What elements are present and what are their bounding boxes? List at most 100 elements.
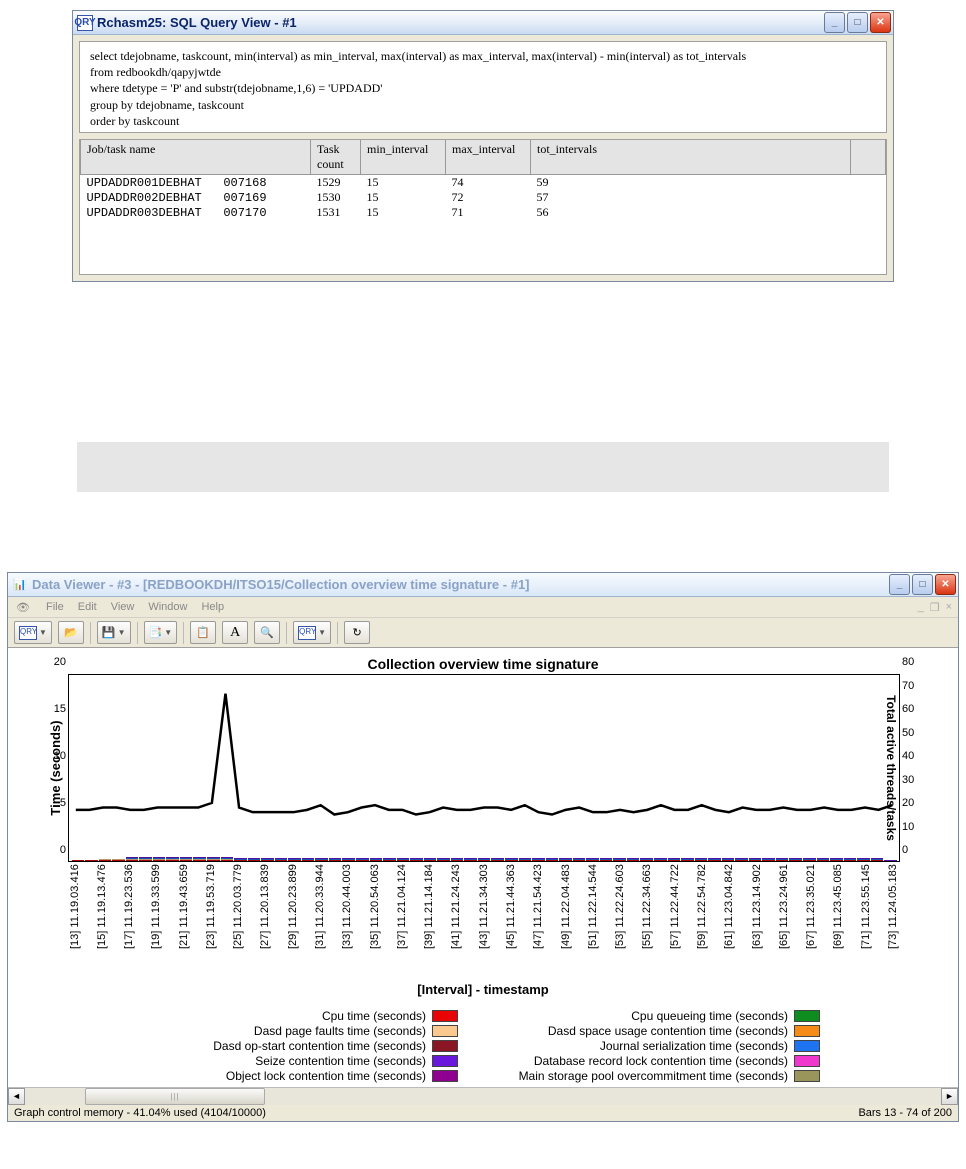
titlebar[interactable]: QRY Rchasm25: SQL Query View - #1 _ □ ✕ xyxy=(73,11,893,35)
child-close-icon[interactable]: × xyxy=(946,601,952,614)
scroll-thumb[interactable]: ||| xyxy=(85,1088,265,1105)
column-header[interactable]: min_interval xyxy=(361,140,446,175)
child-restore-icon[interactable]: ❐ xyxy=(930,601,940,614)
titlebar[interactable]: 📊 Data Viewer - #3 - [REDBOOKDH/ITSO15/C… xyxy=(8,573,958,597)
bar[interactable] xyxy=(546,858,559,861)
bar[interactable] xyxy=(126,857,139,861)
bar[interactable] xyxy=(519,858,532,861)
bar[interactable] xyxy=(451,858,464,861)
bar[interactable] xyxy=(437,858,450,861)
bar[interactable] xyxy=(789,858,802,861)
sql-button[interactable]: QRY▼ xyxy=(293,621,331,644)
bar[interactable] xyxy=(613,858,626,861)
bar[interactable] xyxy=(640,858,653,861)
bar[interactable] xyxy=(857,858,870,861)
bar[interactable] xyxy=(478,858,491,861)
column-header[interactable]: Task count xyxy=(311,140,361,175)
bar[interactable] xyxy=(383,858,396,861)
bar[interactable] xyxy=(180,857,193,861)
menu-window[interactable]: Window xyxy=(148,601,187,613)
bar[interactable] xyxy=(464,858,477,861)
bar[interactable] xyxy=(871,858,884,861)
save-button[interactable]: 💾▼ xyxy=(97,621,131,644)
bar[interactable] xyxy=(708,858,721,861)
bar[interactable] xyxy=(207,857,220,861)
bar[interactable] xyxy=(261,858,274,861)
bar[interactable] xyxy=(112,859,125,861)
bar[interactable] xyxy=(342,858,355,861)
copy-button[interactable]: 📋 xyxy=(190,621,216,644)
h-scrollbar[interactable]: ◄ ||| ► xyxy=(8,1087,958,1104)
scroll-left-button[interactable]: ◄ xyxy=(8,1088,25,1105)
bar[interactable] xyxy=(681,858,694,861)
bar[interactable] xyxy=(234,858,247,861)
table-row[interactable]: UPDADDR001DEBHAT 0071681529157459 xyxy=(81,175,886,191)
export-button[interactable]: 📑▼ xyxy=(144,621,178,644)
bar[interactable] xyxy=(315,858,328,861)
bar[interactable] xyxy=(600,858,613,861)
bar[interactable] xyxy=(884,860,897,861)
close-button[interactable]: ✕ xyxy=(870,12,891,33)
bar[interactable] xyxy=(830,858,843,861)
bar[interactable] xyxy=(166,857,179,861)
bar[interactable] xyxy=(424,858,437,861)
scroll-right-button[interactable]: ► xyxy=(941,1088,958,1105)
bar[interactable] xyxy=(749,858,762,861)
bar[interactable] xyxy=(410,858,423,861)
maximize-button[interactable]: □ xyxy=(847,12,868,33)
table-row[interactable]: UPDADDR002DEBHAT 0071691530157257 xyxy=(81,190,886,205)
bar[interactable] xyxy=(654,858,667,861)
bar[interactable] xyxy=(573,858,586,861)
bar[interactable] xyxy=(532,858,545,861)
column-header[interactable]: Job/task name xyxy=(81,140,311,175)
bar[interactable] xyxy=(491,858,504,861)
menu-file[interactable]: File xyxy=(46,601,64,613)
bar[interactable] xyxy=(85,860,98,861)
maximize-button[interactable]: □ xyxy=(912,574,933,595)
menu-help[interactable]: Help xyxy=(201,601,224,613)
bar[interactable] xyxy=(248,858,261,861)
results-table[interactable]: Job/task nameTask countmin_intervalmax_i… xyxy=(79,139,887,275)
bar[interactable] xyxy=(288,858,301,861)
bar[interactable] xyxy=(275,858,288,861)
sql-text[interactable]: select tdejobname, taskcount, min(interv… xyxy=(79,41,887,133)
minimize-button[interactable]: _ xyxy=(889,574,910,595)
bar[interactable] xyxy=(193,857,206,861)
bar[interactable] xyxy=(776,858,789,861)
open-button[interactable]: 📂 xyxy=(58,621,84,644)
bar[interactable] xyxy=(356,858,369,861)
scroll-track[interactable]: ||| xyxy=(25,1088,941,1105)
query-button[interactable]: QRY▼ xyxy=(14,621,52,644)
bar[interactable] xyxy=(803,858,816,861)
bar[interactable] xyxy=(817,858,830,861)
bar[interactable] xyxy=(302,858,315,861)
bar[interactable] xyxy=(139,857,152,861)
bar[interactable] xyxy=(762,858,775,861)
minimize-button[interactable]: _ xyxy=(824,12,845,33)
bar[interactable] xyxy=(735,858,748,861)
refresh-button[interactable]: ↻ xyxy=(344,621,370,644)
bar[interactable] xyxy=(505,858,518,861)
close-button[interactable]: ✕ xyxy=(935,574,956,595)
bar[interactable] xyxy=(72,860,85,861)
bar[interactable] xyxy=(844,858,857,861)
plot-area[interactable] xyxy=(68,674,900,862)
bar[interactable] xyxy=(99,859,112,861)
font-button[interactable]: A xyxy=(222,621,248,644)
bar[interactable] xyxy=(668,858,681,861)
find-button[interactable]: 🔍 xyxy=(254,621,280,644)
bar[interactable] xyxy=(586,858,599,861)
bar[interactable] xyxy=(722,858,735,861)
menu-edit[interactable]: Edit xyxy=(78,601,97,613)
bar[interactable] xyxy=(221,857,234,861)
child-minimize-icon[interactable]: _ xyxy=(918,601,924,614)
menu-view[interactable]: View xyxy=(111,601,135,613)
bar[interactable] xyxy=(153,857,166,861)
bar[interactable] xyxy=(559,858,572,861)
bar[interactable] xyxy=(370,858,383,861)
column-header[interactable]: max_interval xyxy=(446,140,531,175)
bar[interactable] xyxy=(329,858,342,861)
bar[interactable] xyxy=(695,858,708,861)
table-row[interactable]: UPDADDR003DEBHAT 0071701531157156 xyxy=(81,205,886,220)
bar[interactable] xyxy=(627,858,640,861)
